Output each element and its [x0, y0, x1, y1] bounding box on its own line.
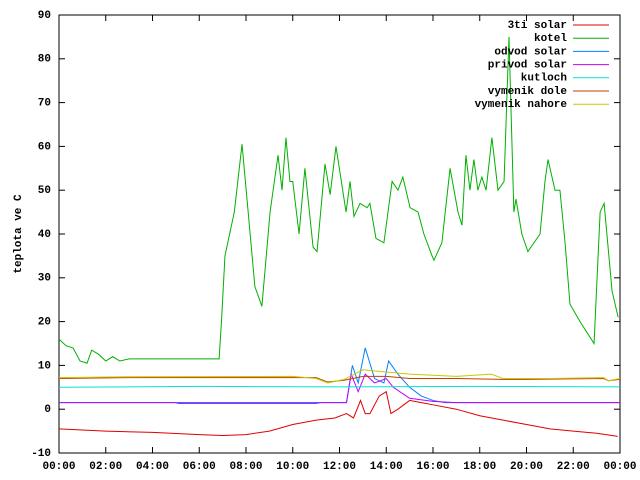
x-tick-label: 10:00	[276, 461, 309, 473]
y-tick-label: -10	[31, 448, 51, 460]
x-tick-label: 00:00	[603, 461, 636, 473]
x-tick-label: 12:00	[323, 461, 356, 473]
x-tick-label: 20:00	[510, 461, 543, 473]
legend-label: odvod solar	[494, 46, 567, 58]
y-tick-label: 10	[38, 360, 51, 372]
y-tick-label: 20	[38, 317, 51, 329]
x-tick-label: 22:00	[557, 461, 590, 473]
legend-label: privod solar	[488, 60, 567, 72]
series-line	[58, 36, 619, 364]
legend-label: vymenik nahore	[475, 99, 568, 111]
legend-label: kotel	[534, 33, 567, 45]
legend-label: kutloch	[521, 73, 567, 85]
x-tick-label: 06:00	[183, 461, 216, 473]
x-tick-label: 18:00	[463, 461, 496, 473]
y-tick-label: 80	[38, 54, 51, 66]
x-tick-label: 08:00	[229, 461, 262, 473]
legend-label: 3ti solar	[508, 20, 567, 32]
y-tick-label: 0	[44, 404, 51, 416]
y-tick-label: 90	[38, 10, 51, 22]
series-line	[58, 369, 621, 384]
y-tick-label: 50	[38, 185, 51, 197]
series-line	[59, 347, 620, 405]
legend-label: vymenik dole	[488, 86, 568, 98]
x-tick-label: 00:00	[42, 461, 75, 473]
series-line	[58, 390, 618, 437]
y-tick-label: 60	[38, 141, 51, 153]
y-tick-label: 30	[38, 273, 51, 285]
y-tick-label: 40	[38, 229, 51, 241]
x-tick-label: 16:00	[416, 461, 449, 473]
series-line	[58, 385, 621, 388]
y-axis-label: teplota ve C	[13, 194, 25, 274]
x-tick-label: 04:00	[136, 461, 169, 473]
x-tick-label: 14:00	[370, 461, 403, 473]
x-tick-label: 02:00	[89, 461, 122, 473]
y-tick-label: 70	[38, 98, 51, 110]
series-line	[58, 375, 621, 383]
